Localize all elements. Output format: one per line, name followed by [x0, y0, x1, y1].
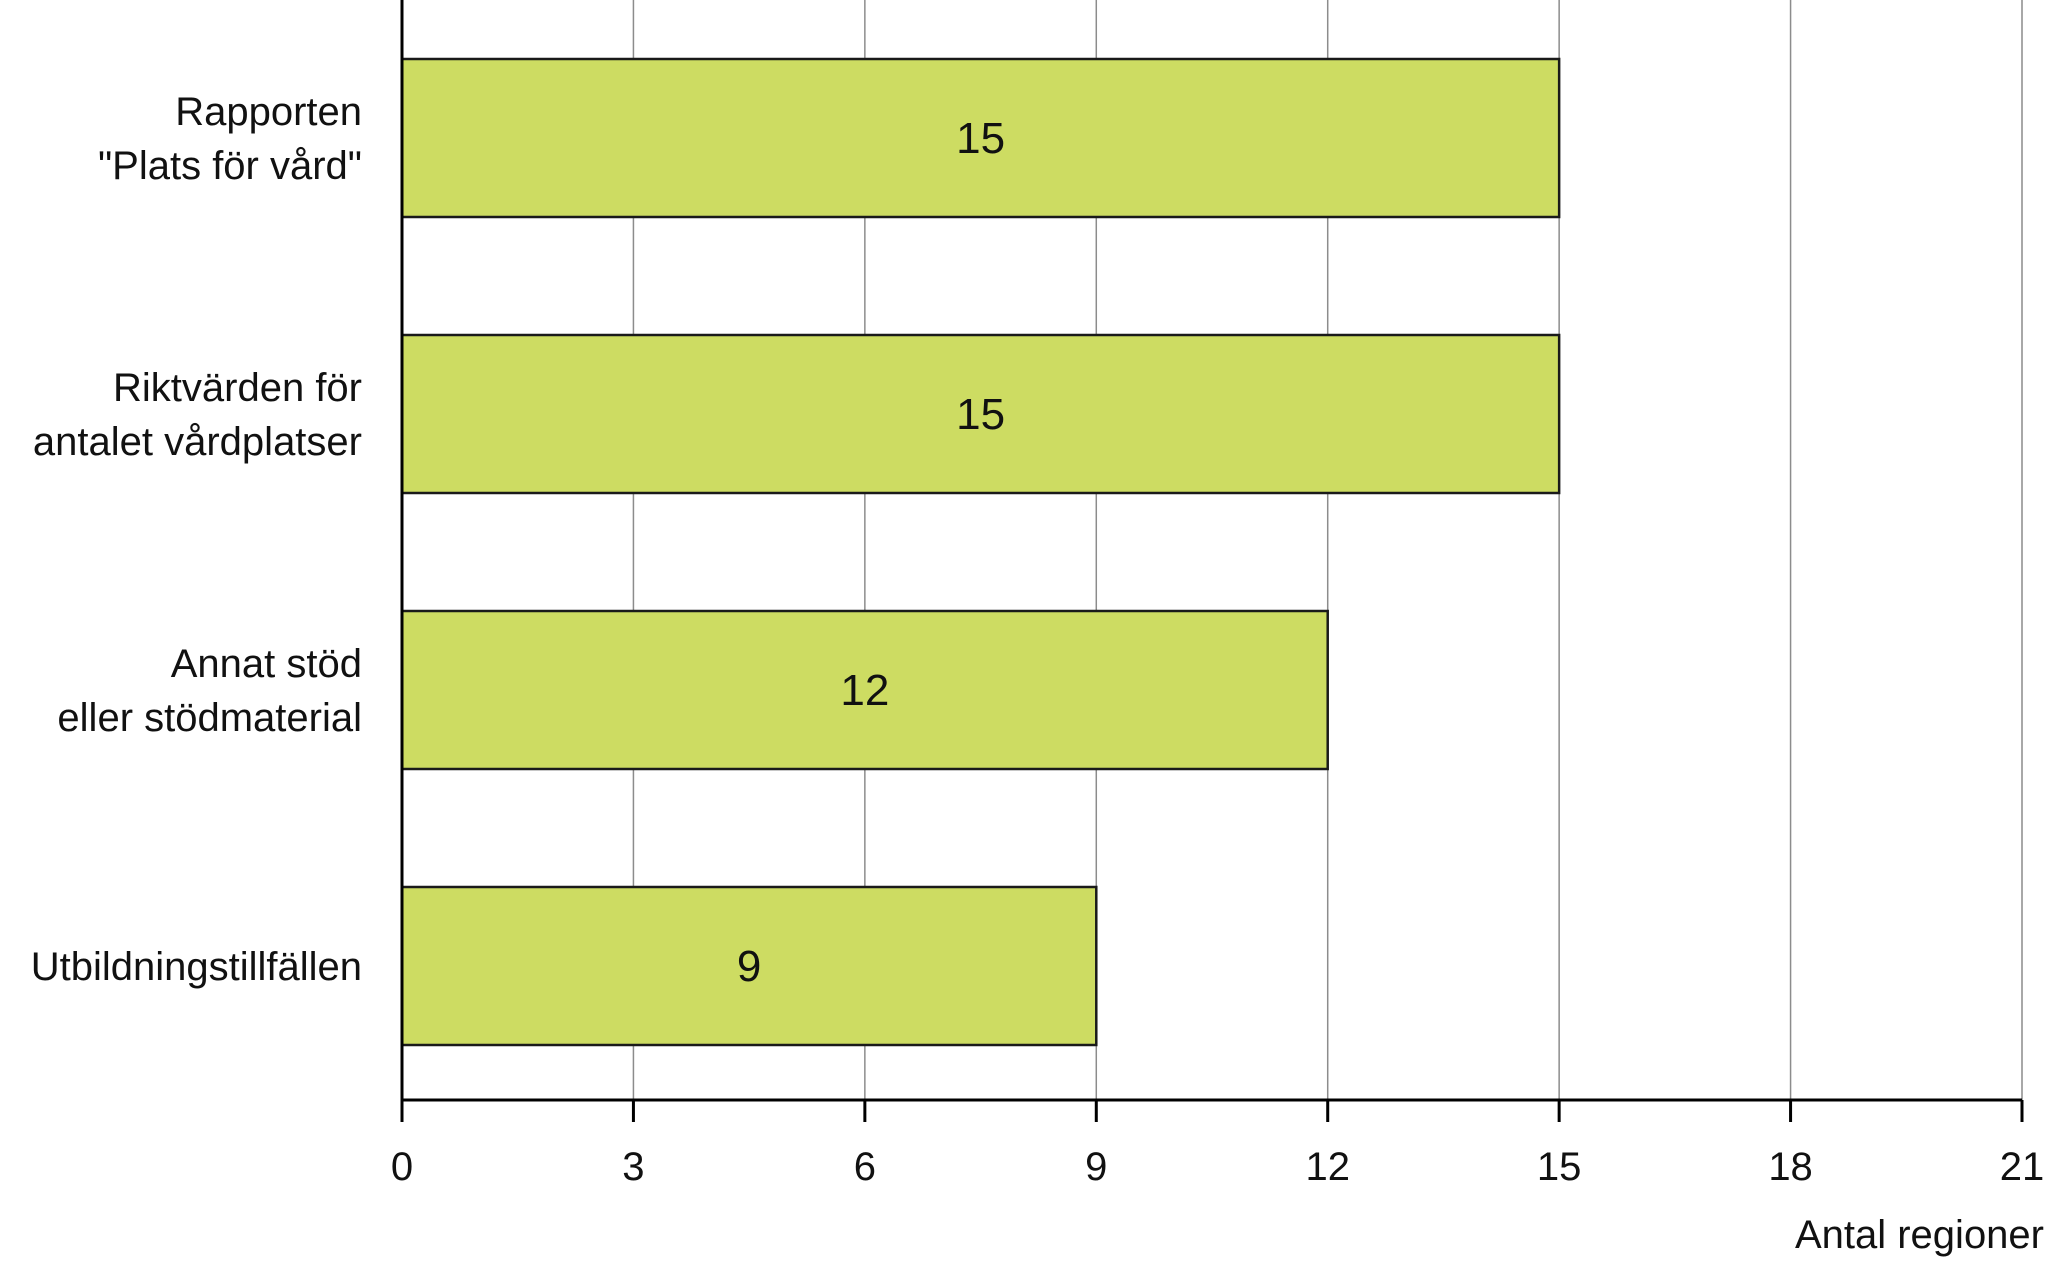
x-tick-label-6: 6 — [854, 1145, 876, 1189]
x-tick-label-12: 12 — [1305, 1145, 1350, 1189]
bar-value-label-2: 15 — [956, 390, 1005, 439]
x-axis-ticks: 0 3 6 9 12 15 18 21 — [391, 1100, 2044, 1189]
category-label-3-line-1: Annat stöd — [171, 642, 362, 686]
category-label-3-line-2: eller stödmaterial — [57, 696, 362, 740]
bar-4 — [400, 885, 1098, 1047]
category-label-2-line-1: Riktvärden för — [113, 366, 362, 410]
x-tick-label-0: 0 — [391, 1145, 413, 1189]
x-tick-label-18: 18 — [1768, 1145, 1813, 1189]
x-axis-title: Antal regioner — [1795, 1213, 2044, 1257]
bar-value-labels: 15 15 12 9 — [737, 114, 1005, 991]
x-tick-label-9: 9 — [1085, 1145, 1107, 1189]
category-label-1-line-1: Rapporten — [175, 90, 362, 134]
category-label-2-line-2: antalet vårdplatser — [33, 420, 362, 464]
bar-value-label-3: 12 — [840, 666, 889, 715]
x-tick-label-21: 21 — [2000, 1145, 2045, 1189]
category-label-4-line-1: Utbildningstillfällen — [31, 945, 362, 989]
bar-value-label-1: 15 — [956, 114, 1005, 163]
x-tick-label-3: 3 — [622, 1145, 644, 1189]
category-labels: Rapporten "Plats för vård" Riktvärden för a… — [31, 90, 362, 989]
category-label-1-line-2: "Plats för vård" — [98, 144, 362, 188]
bar-3 — [400, 609, 1329, 771]
bar-value-label-4: 9 — [737, 942, 761, 991]
x-tick-label-15: 15 — [1537, 1145, 1582, 1189]
bar-2 — [400, 333, 1561, 495]
axes — [400, 0, 2022, 1102]
bars — [400, 57, 1561, 1047]
